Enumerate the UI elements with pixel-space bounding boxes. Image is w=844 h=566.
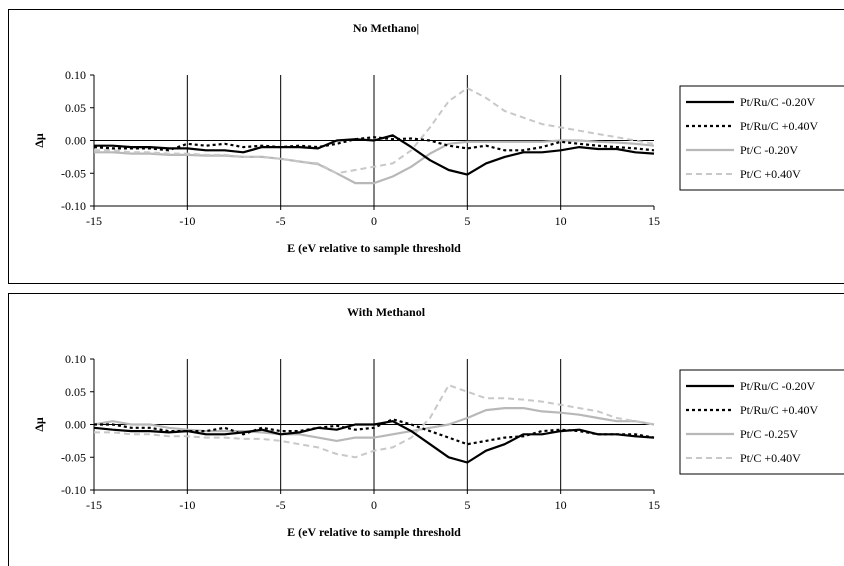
- y-tick-label: -0.05: [61, 450, 86, 464]
- chart-panel-with-methanol: With Methanol 0.10 0.05 0.00 -0.05 -0.10 -15 -1…: [8, 293, 844, 566]
- series-line-0: [94, 134, 655, 176]
- x-tick-label: 5: [464, 498, 470, 512]
- y-axis-label: Δμ: [32, 133, 46, 148]
- y-tick-label: 0.00: [65, 134, 86, 148]
- series-line-2: [93, 406, 655, 442]
- y-tick-label: 0.10: [65, 352, 86, 366]
- series-line-1: [93, 136, 655, 152]
- series-line-3: [94, 384, 655, 459]
- series-line-0: [93, 420, 655, 464]
- y-tick-label: -0.05: [61, 166, 86, 180]
- y-tick-label: 0.10: [65, 68, 86, 82]
- legend-label: Pt/C -0.25V: [740, 427, 798, 441]
- x-tick-label: -10: [179, 498, 195, 512]
- x-tick-label: 5: [464, 214, 470, 228]
- x-tick-label: 15: [648, 214, 660, 228]
- x-tick-label: -5: [276, 214, 286, 228]
- y-axis-label: Δμ: [32, 417, 46, 432]
- y-tick-label: 0.05: [65, 385, 86, 399]
- x-tick-label: 10: [555, 214, 567, 228]
- series-line-1: [94, 418, 655, 446]
- x-tick-label: 0: [371, 214, 377, 228]
- legend-box: [679, 85, 844, 191]
- x-tick-label: -15: [86, 498, 102, 512]
- legend-label: Pt/C -0.20V: [740, 143, 798, 157]
- chart-panel-no-methanol: No Methano| 0.10 0.05 0.00 -0.05 -0.10 -15 -10 -…: [8, 9, 844, 284]
- y-tick-label: 0.05: [65, 101, 86, 115]
- y-tick-label: 0.00: [65, 418, 86, 432]
- series-line-2: [94, 139, 655, 185]
- legend-label: Pt/C +0.40V: [740, 451, 801, 465]
- y-tick-label: -0.10: [61, 199, 86, 213]
- x-tick-label: -15: [86, 214, 102, 228]
- y-tick-label: -0.10: [61, 483, 86, 497]
- legend-label: Pt/Ru/C -0.20V: [740, 95, 816, 109]
- chart-title: With Methanol: [347, 305, 426, 319]
- chart-svg-no-methanol: No Methano| 0.10 0.05 0.00 -0.05 -0.10-15 -10 -…: [32, 21, 844, 255]
- x-tick-label: 10: [555, 498, 567, 512]
- legend-label: Pt/Ru/C +0.40V: [740, 119, 818, 133]
- legend-label: Pt/Ru/C -0.20V: [740, 379, 816, 393]
- legend-label: Pt/C +0.40V: [740, 167, 801, 181]
- x-axis-label: E (eV relative to sample threshold: [287, 525, 461, 539]
- series-line-3: [94, 87, 655, 175]
- legend-label: Pt/Ru/C +0.40V: [740, 403, 818, 417]
- chart-svg-with-methanol: With Methanol 0.10 0.05 0.00 -0.05 -0.10-15 -1…: [32, 305, 844, 539]
- x-tick-label: 15: [648, 498, 660, 512]
- x-tick-label: 0: [371, 498, 377, 512]
- x-tick-label: -5: [276, 498, 286, 512]
- x-tick-label: -10: [179, 214, 195, 228]
- x-axis-label: E (eV relative to sample threshold: [287, 241, 461, 255]
- chart-title: No Methano|: [353, 21, 419, 35]
- legend-box: [679, 369, 844, 475]
